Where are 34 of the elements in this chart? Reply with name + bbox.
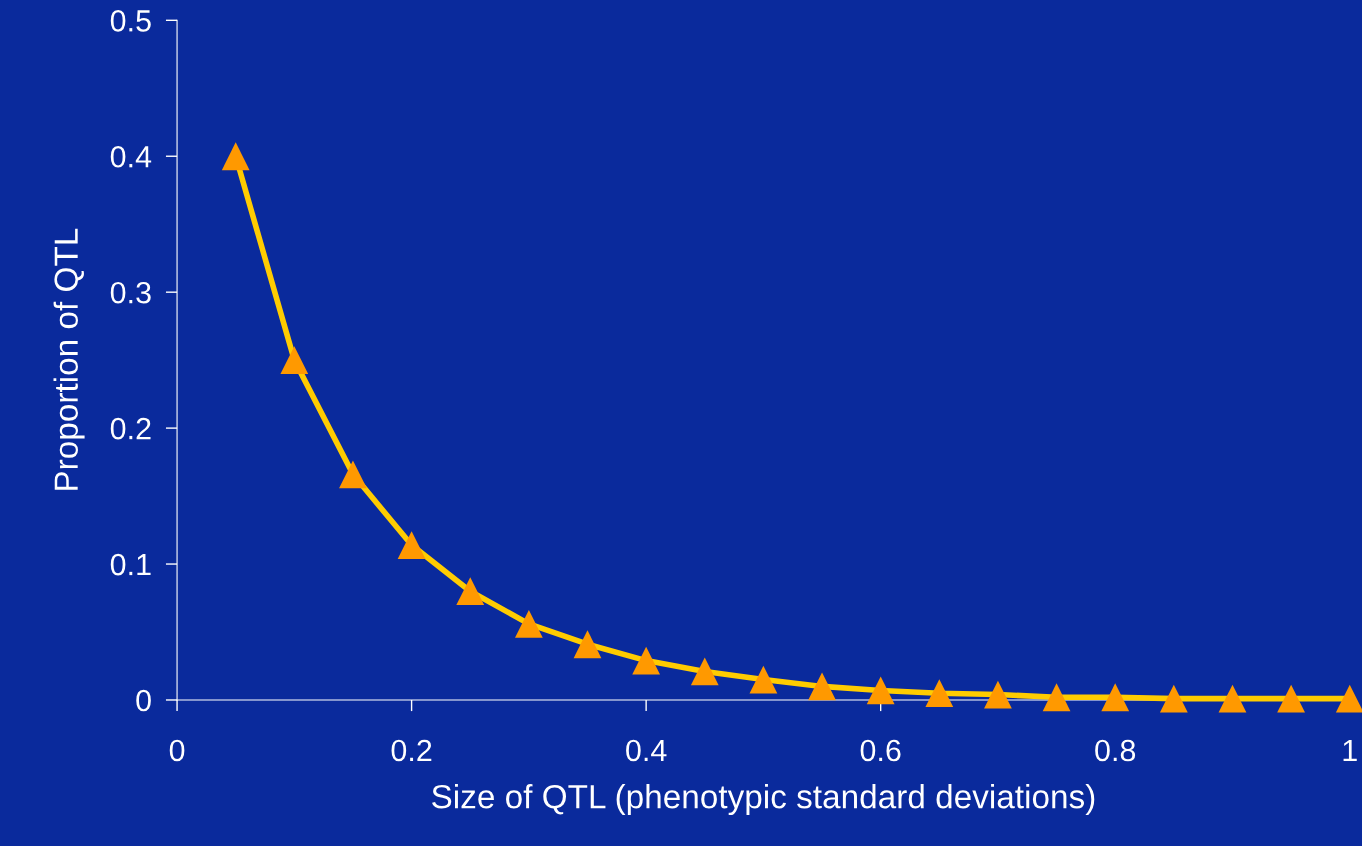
y-tick-label: 0.4 — [110, 145, 152, 168]
point — [514, 609, 543, 638]
point — [749, 665, 778, 694]
x-tick-label: 1 — [1343, 739, 1357, 762]
point — [1159, 684, 1188, 713]
y-tick-label: 0.3 — [110, 281, 151, 304]
point — [1335, 684, 1362, 713]
point — [456, 577, 485, 606]
point — [221, 142, 250, 171]
y-tick-label: 0.1 — [110, 553, 151, 576]
point — [690, 657, 719, 686]
x-tick-label: 0.8 — [1095, 739, 1136, 762]
point — [280, 346, 309, 375]
point — [1042, 683, 1071, 712]
y-tick-label: 0 — [136, 689, 151, 712]
x-tick-label: 0.2 — [391, 739, 432, 762]
x-axis-title: Size of QTL (phenotypic standard deviations) — [432, 784, 1095, 816]
point — [1277, 684, 1305, 713]
point — [866, 676, 895, 705]
point — [1101, 683, 1130, 712]
point — [339, 460, 367, 489]
x-tick-label: 0.4 — [626, 739, 667, 762]
point — [573, 630, 602, 659]
y-axis-title: Proportion of QTL — [53, 228, 85, 490]
point — [1218, 684, 1247, 713]
point — [925, 679, 954, 708]
point — [984, 680, 1012, 709]
y-tick-label: 0.2 — [110, 417, 151, 440]
point — [632, 646, 661, 675]
x-tick-label: 0 — [169, 739, 185, 762]
point — [808, 672, 836, 701]
x-tick-label: 0.6 — [860, 739, 901, 762]
point — [397, 531, 426, 559]
y-tick-label: 0.5 — [110, 10, 151, 32]
